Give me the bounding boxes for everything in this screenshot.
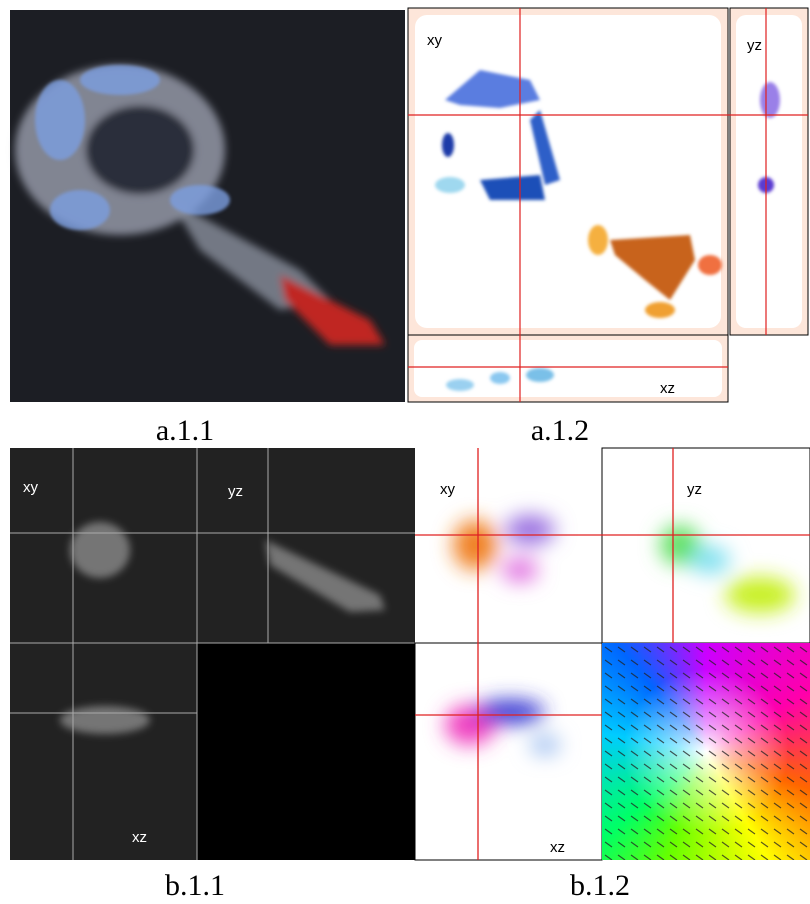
view-label: xy: [440, 481, 456, 498]
panel-a11: [10, 10, 405, 402]
view-label: xz: [132, 829, 147, 846]
figure: xy yz xz xy yz xz: [0, 0, 810, 904]
view-label: yz: [747, 37, 762, 54]
view-label: xy: [427, 32, 443, 49]
panel-caption: b.1.2: [570, 869, 630, 902]
panel-a12: xy yz xz: [408, 8, 808, 402]
color-wheel: [602, 643, 810, 860]
panel-caption: b.1.1: [165, 869, 225, 902]
panel-caption: a.1.2: [531, 414, 589, 447]
panel-caption: a.1.1: [156, 414, 214, 447]
view-label: xy: [23, 479, 39, 496]
view-label: yz: [228, 483, 243, 500]
panel-b11: xy yz xz: [10, 448, 415, 860]
view-label: yz: [687, 481, 702, 498]
view-label: xz: [550, 839, 565, 856]
view-label: xz: [660, 380, 675, 397]
